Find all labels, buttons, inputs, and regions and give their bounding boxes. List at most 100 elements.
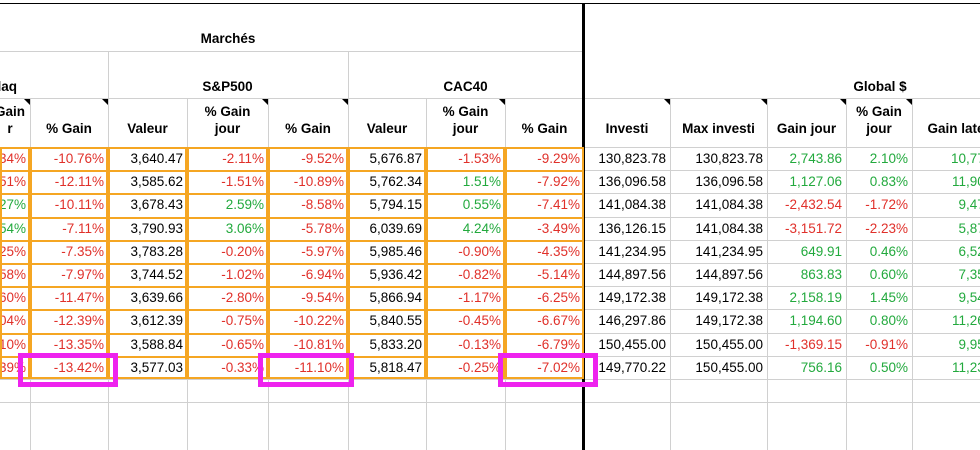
table-cell[interactable]: 4.24% [462,221,501,236]
table-cell[interactable]: 3,639.66 [130,290,183,305]
table-cell[interactable]: -1.53% [458,151,501,166]
table-cell[interactable]: 58% [0,267,26,282]
table-cell[interactable]: 3,577.03 [130,360,183,375]
table-cell[interactable]: 2,743.86 [789,151,842,166]
table-cell[interactable]: -7.92% [537,174,580,189]
table-cell[interactable]: 25% [0,244,26,259]
table-cell[interactable]: 3,585.62 [130,174,183,189]
table-cell[interactable]: 1,127.06 [789,174,842,189]
table-cell[interactable]: -3.49% [537,221,580,236]
table-cell[interactable]: -10.89% [293,174,344,189]
table-cell[interactable]: 2.59% [225,197,264,212]
table-cell[interactable]: -10.76% [53,151,104,166]
table-cell[interactable]: 144,897.56 [598,267,666,282]
table-cell[interactable]: 136,126.15 [598,221,666,236]
table-cell[interactable]: 130,823.78 [598,151,666,166]
table-cell[interactable]: 10% [0,337,26,352]
table-cell[interactable]: 27% [0,197,26,212]
table-cell[interactable]: -4.35% [537,244,580,259]
table-cell[interactable]: 7,351. [958,267,980,282]
table-cell[interactable]: 10,773. [950,151,980,166]
table-cell[interactable]: -7.97% [61,267,104,282]
table-cell[interactable]: -7.35% [61,244,104,259]
table-cell[interactable]: 51% [0,174,26,189]
table-cell[interactable]: -10.11% [54,197,104,212]
table-cell[interactable]: 3,640.47 [130,151,183,166]
table-cell[interactable]: 60% [0,290,26,305]
table-cell[interactable]: 0.80% [869,313,908,328]
table-cell[interactable]: -0.45% [458,313,501,328]
table-cell[interactable]: 149,172.38 [695,290,763,305]
table-cell[interactable]: 130,823.78 [695,151,763,166]
table-cell[interactable]: 5,840.55 [369,313,422,328]
table-cell[interactable]: 136,096.58 [598,174,666,189]
table-cell[interactable]: 0.55% [462,197,501,212]
table-cell[interactable]: -6.25% [537,290,580,305]
table-cell[interactable]: -13.42% [53,360,104,375]
table-cell[interactable]: -0.91% [865,337,908,352]
table-cell[interactable]: 5,877. [958,221,980,236]
table-cell[interactable]: 11,262. [951,313,980,328]
table-cell[interactable]: -0.75% [221,313,264,328]
table-cell[interactable]: -1.51% [221,174,264,189]
table-cell[interactable]: 141,084.38 [598,197,666,212]
table-cell[interactable]: 6,039.69 [369,221,422,236]
table-cell[interactable]: -0.82% [458,267,501,282]
table-cell[interactable]: 9,472. [958,197,980,212]
table-cell[interactable]: 149,172.38 [598,290,666,305]
table-cell[interactable]: 0.46% [869,244,908,259]
table-cell[interactable]: -0.13% [458,337,501,352]
table-cell[interactable]: 6,527. [958,244,980,259]
table-cell[interactable]: 11,904. [951,174,980,189]
table-cell[interactable]: 9,952. [958,337,980,352]
table-cell[interactable]: 3.06% [225,221,264,236]
table-cell[interactable]: 149,770.22 [598,360,666,375]
table-cell[interactable]: -9.54% [301,290,344,305]
table-cell[interactable]: -13.35% [53,337,104,352]
table-cell[interactable]: 2.10% [869,151,908,166]
table-cell[interactable]: -10.22% [293,313,344,328]
table-cell[interactable]: 11,239. [951,360,980,375]
table-cell[interactable]: 150,455.00 [695,337,763,352]
table-cell[interactable]: 54% [0,221,26,236]
table-cell[interactable]: 3,744.52 [130,267,183,282]
table-cell[interactable]: 04% [0,313,26,328]
table-cell[interactable]: -0.20% [221,244,264,259]
table-cell[interactable]: -12.11% [54,174,104,189]
table-cell[interactable]: 3,783.28 [130,244,183,259]
table-cell[interactable]: -1.72% [865,197,908,212]
table-cell[interactable]: 863.83 [800,267,842,282]
table-cell[interactable]: 146,297.86 [598,313,666,328]
table-cell[interactable]: -2.80% [221,290,264,305]
table-cell[interactable]: -6.94% [301,267,344,282]
table-cell[interactable]: -0.65% [221,337,264,352]
table-cell[interactable]: 0.83% [869,174,908,189]
table-cell[interactable]: 34% [0,151,26,166]
table-cell[interactable]: -5.78% [301,221,344,236]
table-cell[interactable]: -9.29% [537,151,580,166]
table-cell[interactable]: -1.02% [221,267,264,282]
table-cell[interactable]: 141,234.95 [598,244,666,259]
table-cell[interactable]: 1,194.60 [789,313,842,328]
table-cell[interactable]: 1.45% [869,290,908,305]
table-cell[interactable]: -9.52% [301,151,344,166]
table-cell[interactable]: 1.51% [462,174,501,189]
table-cell[interactable]: 3,588.84 [130,337,183,352]
table-cell[interactable]: 9,549. [958,290,980,305]
table-cell[interactable]: -0.33% [221,360,264,375]
table-cell[interactable]: -1.17% [458,290,501,305]
table-cell[interactable]: -0.25% [458,360,501,375]
table-cell[interactable]: -2,432.54 [784,197,842,212]
table-cell[interactable]: 5,676.87 [369,151,422,166]
table-cell[interactable]: -6.79% [537,337,580,352]
table-cell[interactable]: 2,158.19 [789,290,842,305]
table-cell[interactable]: 5,833.20 [369,337,422,352]
table-cell[interactable]: 0.50% [869,360,908,375]
table-cell[interactable]: 141,084.38 [695,197,763,212]
table-cell[interactable]: 150,455.00 [695,360,763,375]
table-cell[interactable]: 149,172.38 [695,313,763,328]
table-cell[interactable]: 136,096.58 [695,174,763,189]
table-cell[interactable]: -1,369.15 [784,337,842,352]
table-cell[interactable]: -11.47% [54,290,104,305]
table-cell[interactable]: -2.11% [222,151,264,166]
